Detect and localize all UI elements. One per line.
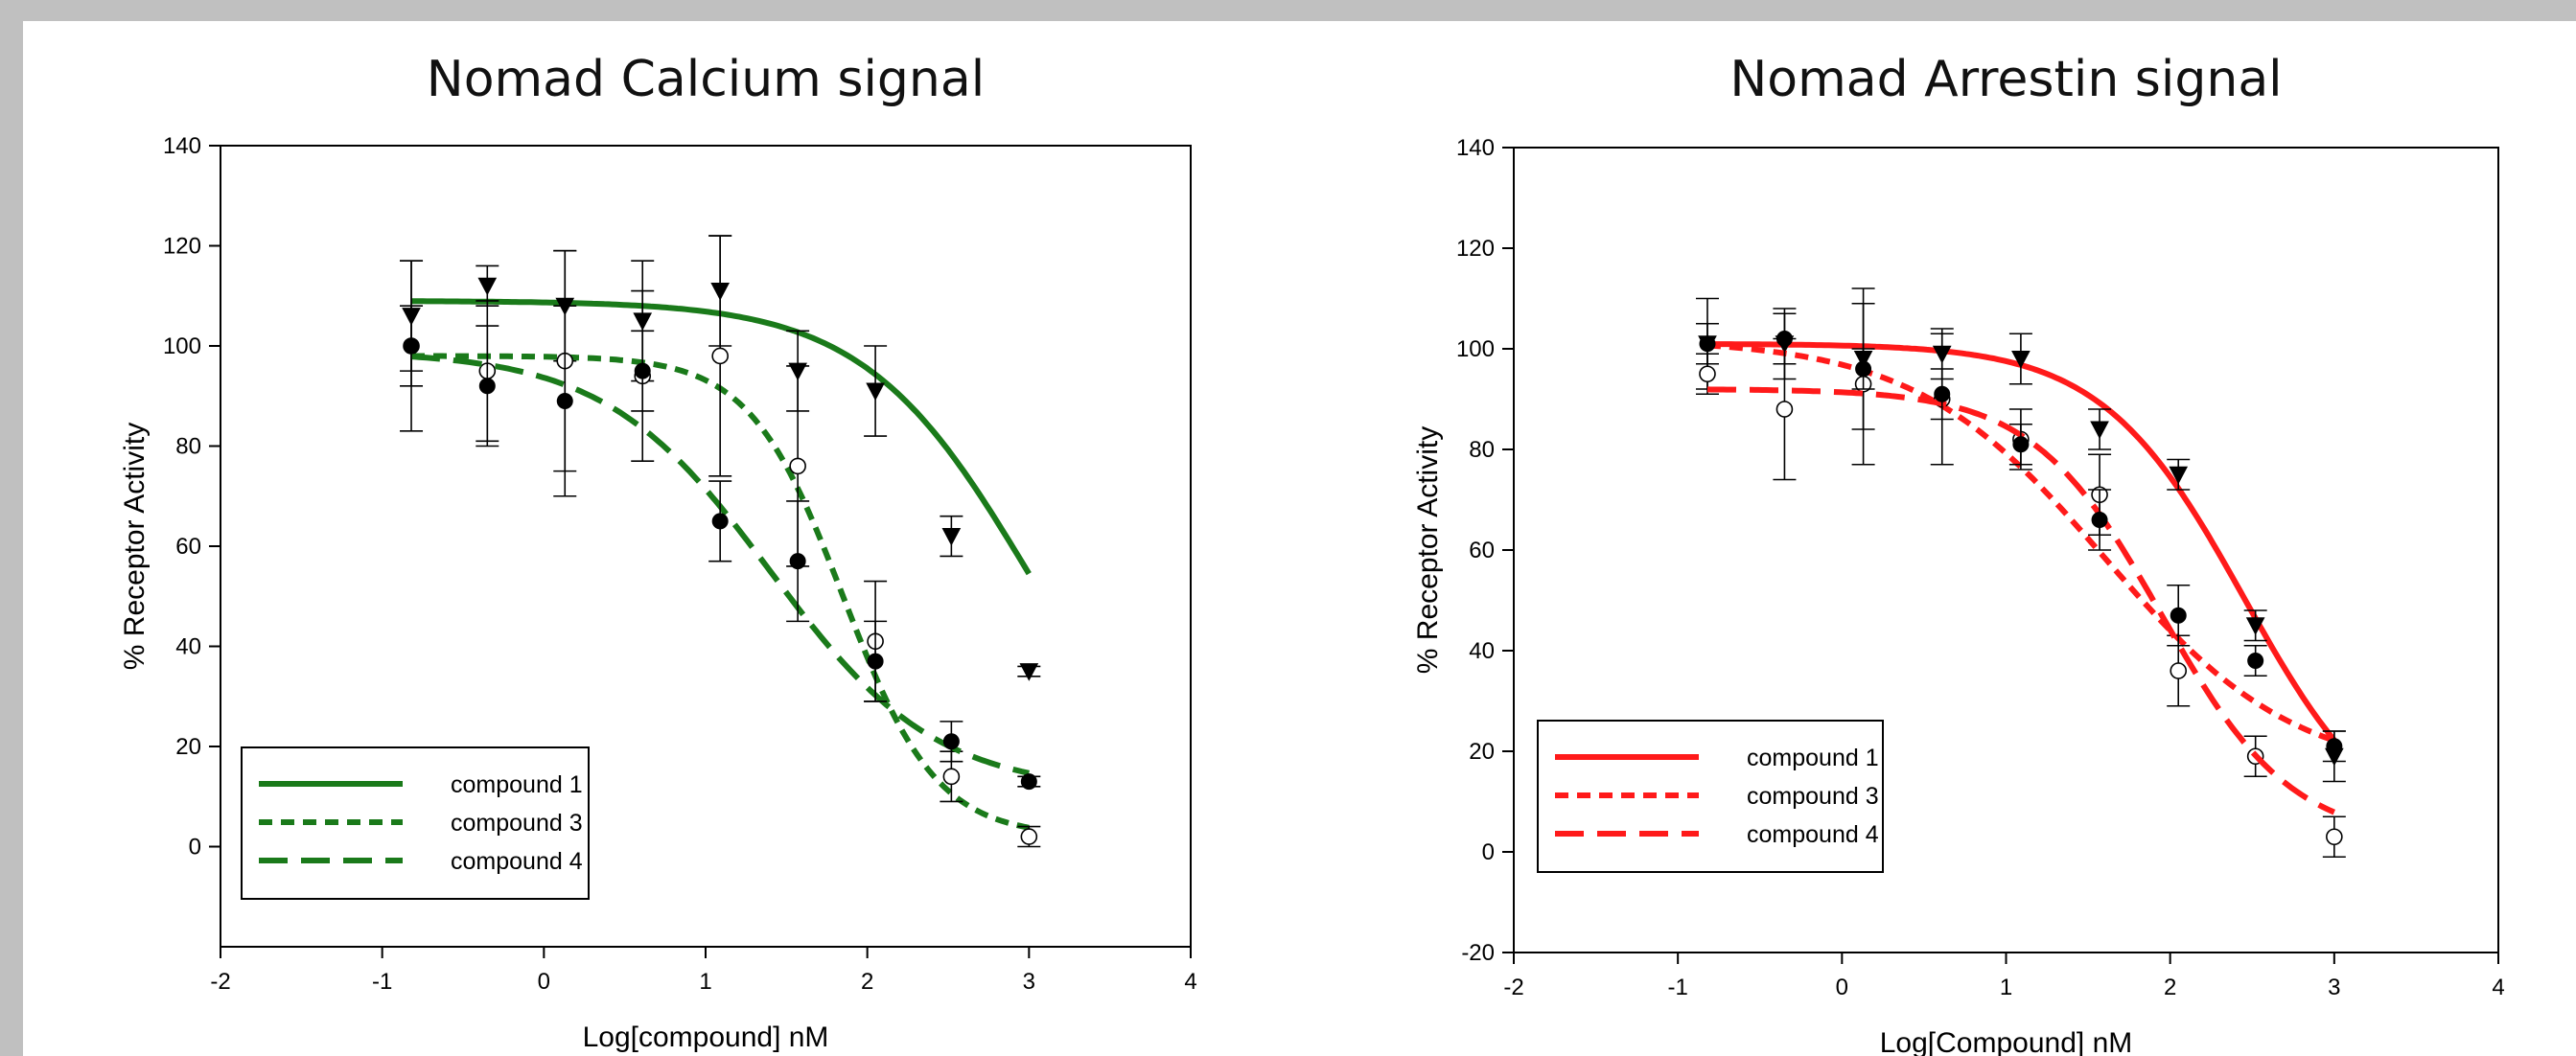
figure-svg: Nomad Calcium signal-2 -1 0 1 2 3 402040608010… — [23, 21, 2576, 1056]
data-point — [943, 769, 959, 784]
data-point — [478, 278, 496, 294]
data-point — [2327, 829, 2342, 844]
y-tick-label: 120 — [1456, 236, 1495, 262]
y-tick-label: 60 — [1469, 538, 1495, 563]
legend-label: compound 3 — [451, 810, 583, 837]
y-tick-label: 20 — [175, 734, 201, 760]
data-point — [2091, 422, 2108, 438]
y-tick-label: 0 — [189, 835, 201, 861]
data-point — [2170, 663, 2186, 678]
y-tick-label: 140 — [163, 133, 201, 159]
data-point — [790, 554, 805, 569]
data-point — [1020, 664, 1037, 680]
y-tick-label: 140 — [1456, 135, 1495, 161]
legend: compound 1 compound 3 compound 4 — [242, 747, 589, 899]
x-tick-label: -1 — [1667, 975, 1687, 1000]
data-point — [1021, 829, 1036, 844]
y-axis-label: % Receptor Activity — [119, 423, 151, 670]
chart-2: Nomad Arrestin signal -2 -1 0 1 2 3 4 -20 0 20 40 60… — [1412, 51, 2505, 1056]
y-tick-label: 80 — [175, 434, 201, 460]
chart-title: Nomad Arrestin signal — [1729, 51, 2282, 108]
x-tick-label: 3 — [1023, 969, 1035, 995]
legend: compound 1 compound 3 compound 4 — [1538, 721, 1883, 872]
data-point — [712, 514, 728, 529]
data-point — [1700, 366, 1715, 381]
fit-curve — [1707, 344, 2334, 740]
x-tick-label: 2 — [2164, 975, 2176, 1000]
fit-curve — [1707, 345, 2334, 741]
x-tick-label: 0 — [538, 969, 550, 995]
figure-canvas: Nomad Calcium signal -2 -1 0 1 2 3 4 0 20 40 60 80 10… — [23, 21, 2576, 1056]
legend-label: compound 4 — [451, 848, 583, 875]
y-axis-label: % Receptor Activity — [1412, 426, 1444, 674]
data-point — [1700, 336, 1715, 352]
y-tick-label: 0 — [1482, 839, 1495, 865]
data-point — [868, 654, 883, 669]
data-point — [2013, 437, 2029, 452]
legend-label: compound 3 — [1747, 783, 1879, 810]
x-tick-label: 2 — [861, 969, 873, 995]
data-point — [1776, 332, 1792, 347]
data-point — [635, 363, 650, 379]
series-1 — [1696, 288, 2346, 782]
y-tick-label: 120 — [163, 234, 201, 260]
x-tick-label: 1 — [699, 969, 711, 995]
y-tick-label: 20 — [1469, 739, 1495, 765]
y-tick-label: 100 — [1456, 336, 1495, 362]
data-point — [1856, 361, 1871, 377]
x-tick-label: 3 — [2328, 975, 2340, 1000]
x-axis-label: Log[Compound] nM — [1880, 1027, 2133, 1056]
chart-1: Nomad Calcium signal-2 -1 0 1 2 3 402040608010… — [119, 51, 1197, 1053]
data-point — [943, 734, 959, 749]
x-tick-label: 1 — [2000, 975, 2012, 1000]
x-axis-label: Log[compound] nM — [583, 1022, 829, 1053]
x-tick-label: 4 — [2492, 975, 2504, 1000]
data-point — [1776, 402, 1792, 417]
data-point — [2092, 513, 2107, 528]
y-tick-label: -20 — [1461, 940, 1495, 966]
data-point — [2248, 654, 2263, 669]
data-point — [790, 458, 805, 473]
chart-title: Nomad Calcium signal — [427, 51, 985, 108]
y-tick-label: 100 — [163, 333, 201, 359]
data-point — [867, 383, 884, 400]
x-tick-label: 4 — [1184, 969, 1196, 995]
data-point — [557, 393, 572, 408]
data-point — [1935, 386, 1950, 402]
legend-label: compound 4 — [1747, 821, 1879, 848]
data-point — [712, 348, 728, 363]
y-tick-label: 40 — [175, 634, 201, 660]
data-point — [479, 379, 495, 394]
legend-label: compound 1 — [1747, 745, 1879, 771]
data-point — [404, 338, 419, 354]
y-tick-label: 60 — [175, 534, 201, 560]
y-tick-label: 80 — [1469, 437, 1495, 463]
legend-label: compound 1 — [451, 771, 583, 798]
y-tick-label: 40 — [1469, 638, 1495, 664]
data-point — [942, 529, 960, 545]
x-tick-label: 0 — [1836, 975, 1848, 1000]
data-point — [1021, 774, 1036, 790]
x-tick-label: -1 — [372, 969, 392, 995]
x-tick-label: -2 — [210, 969, 230, 995]
data-point — [2170, 608, 2186, 623]
data-point — [2327, 739, 2342, 754]
x-tick-label: -2 — [1503, 975, 1523, 1000]
